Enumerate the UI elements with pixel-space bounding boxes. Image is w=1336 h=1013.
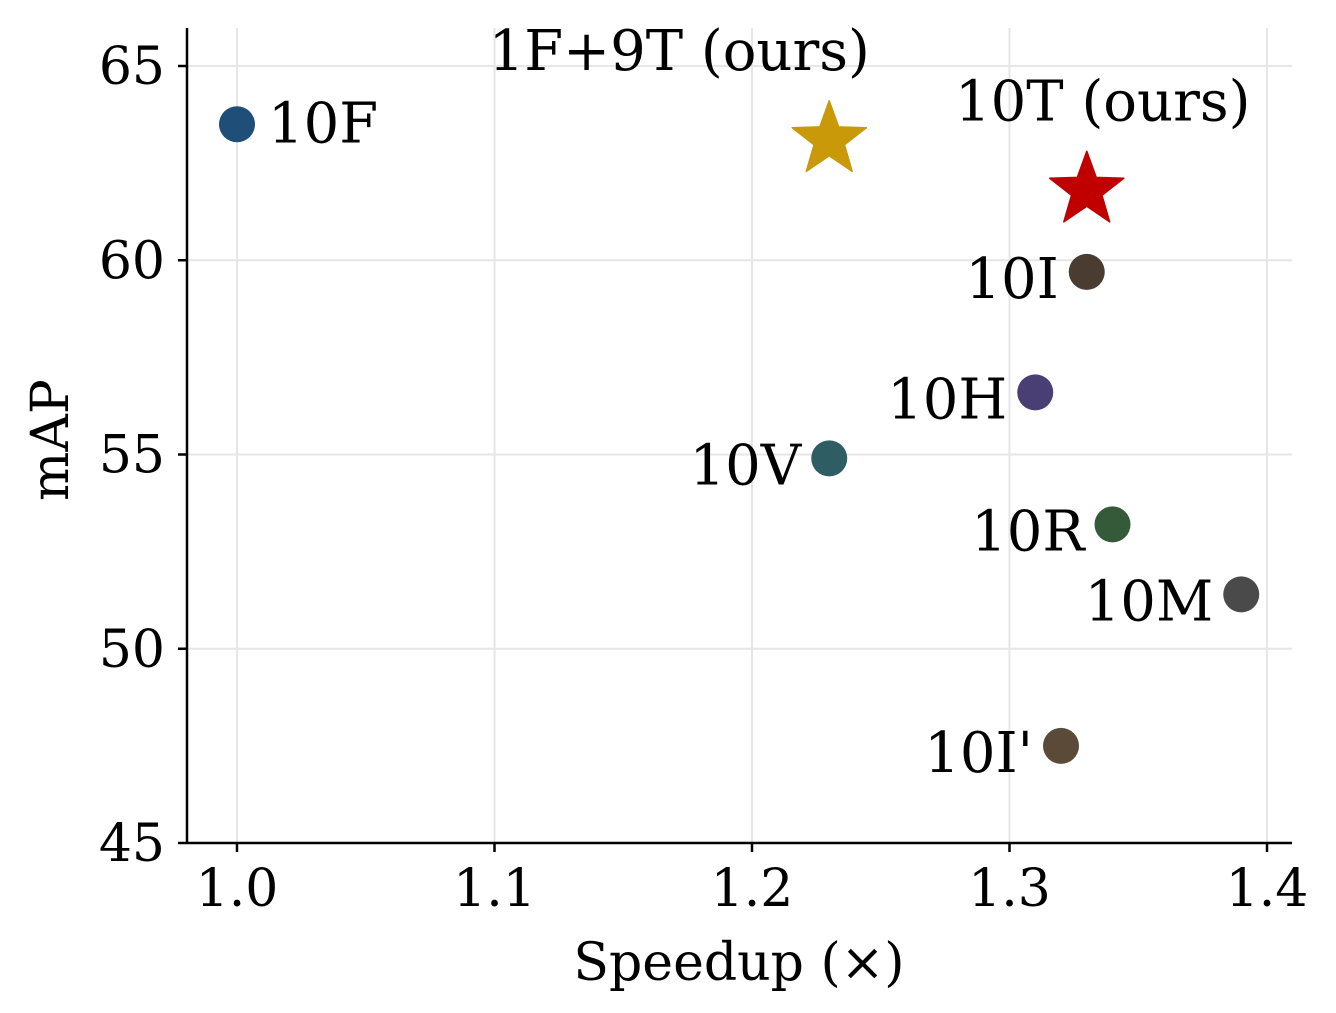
circle-marker bbox=[1043, 727, 1079, 764]
point-label: 10V bbox=[690, 433, 803, 498]
star-marker bbox=[1048, 150, 1125, 223]
y-tick-label: 60 bbox=[99, 231, 165, 291]
data-points bbox=[219, 100, 1260, 764]
circle-marker bbox=[1017, 374, 1054, 411]
point-label: 10R bbox=[971, 499, 1086, 564]
y-tick-label: 50 bbox=[99, 620, 165, 680]
x-tick-label: 1.0 bbox=[196, 859, 279, 919]
axes bbox=[185, 28, 1292, 845]
x-tick-label: 1.1 bbox=[453, 859, 536, 919]
point-label: 10H bbox=[887, 367, 1007, 432]
point-label: 10F bbox=[268, 91, 378, 156]
y-tick-label: 45 bbox=[99, 814, 165, 874]
circle-marker bbox=[219, 106, 255, 143]
circle-marker bbox=[1068, 253, 1105, 290]
y-ticks: 45 50 55 60 65 bbox=[99, 37, 187, 874]
point-label: 1F+9T (ours) bbox=[489, 19, 870, 84]
y-tick-label: 55 bbox=[99, 426, 165, 486]
x-tick-label: 1.4 bbox=[1226, 859, 1309, 919]
point-label: 10T (ours) bbox=[955, 69, 1250, 134]
point-label: 10I' bbox=[924, 721, 1033, 786]
circle-marker bbox=[811, 440, 848, 477]
x-tick-label: 1.2 bbox=[711, 859, 794, 919]
star-marker bbox=[791, 100, 868, 173]
circle-marker bbox=[1223, 576, 1260, 613]
x-ticks: 1.0 1.1 1.2 1.3 1.4 bbox=[196, 843, 1309, 919]
circle-marker bbox=[1094, 506, 1131, 543]
x-axis-label: Speedup (×) bbox=[573, 933, 904, 993]
x-tick-label: 1.3 bbox=[968, 859, 1051, 919]
y-tick-label: 65 bbox=[99, 37, 165, 97]
y-axis-label: mAP bbox=[21, 379, 81, 501]
point-label: 10I bbox=[965, 247, 1058, 312]
point-label: 10M bbox=[1085, 569, 1214, 634]
point-labels: 10F 1F+9T (ours) 10T (ours) 10I 10H 10V 10R10M… bbox=[268, 19, 1250, 786]
